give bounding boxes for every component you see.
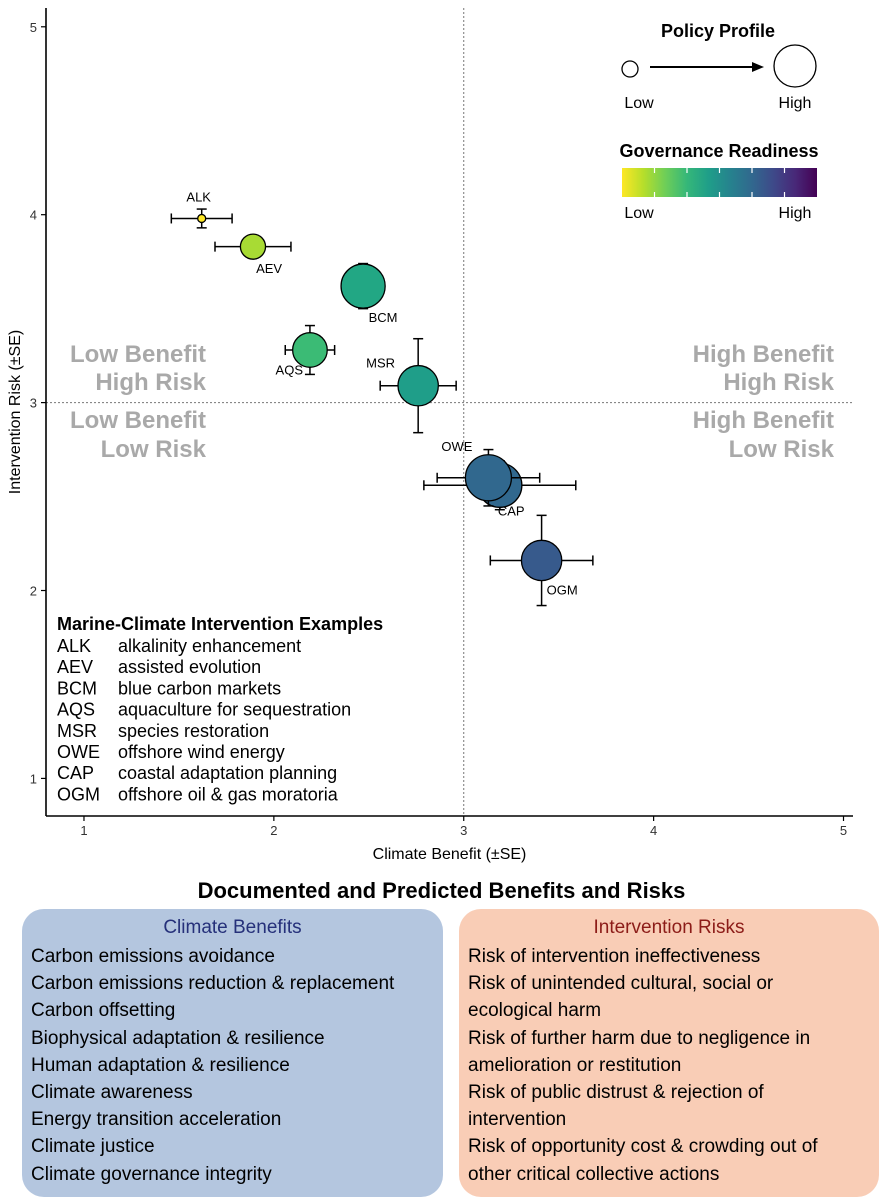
benefit-item: Climate awareness	[31, 1082, 193, 1104]
example-description: species restoration	[118, 721, 269, 741]
example-description: offshore wind energy	[118, 742, 285, 762]
risk-item: Risk of intervention ineffectiveness	[468, 946, 761, 967]
risk-item: intervention	[468, 1109, 567, 1131]
risk-item: Risk of opportunity cost & crowding out …	[468, 1136, 818, 1158]
example-code: AQS	[57, 700, 95, 720]
intervention-risks-panel: Intervention Risks Risk of intervention …	[459, 909, 879, 1197]
color-legend-title: Governance Readiness	[619, 141, 818, 161]
color-legend-low-label: Low	[624, 205, 654, 222]
example-code: AEV	[57, 657, 93, 677]
y-tick-label: 5	[30, 20, 37, 35]
example-code: BCM	[57, 678, 97, 698]
data-point-aqs	[291, 332, 328, 368]
example-description: offshore oil & gas moratoria	[118, 784, 339, 804]
x-tick-label: 3	[460, 823, 467, 838]
data-label-bcm: BCM	[369, 310, 398, 325]
x-tick-label: 5	[840, 823, 847, 838]
examples-title: Marine-Climate Intervention Examples	[57, 614, 383, 634]
risk-item: Risk of unintended cultural, social or	[468, 973, 774, 995]
data-point-aev	[239, 233, 267, 260]
size-legend-title: Policy Profile	[661, 21, 775, 41]
benefit-item: Human adaptation & resilience	[31, 1054, 290, 1076]
data-label-alk: ALK	[186, 189, 211, 204]
benefit-item: Climate governance integrity	[31, 1163, 272, 1185]
benefit-item: Carbon emissions avoidance	[31, 946, 275, 967]
risk-item: Risk of further harm due to negligence i…	[468, 1027, 811, 1049]
climate-benefits-title: Climate Benefits	[163, 917, 302, 938]
benefit-item: Carbon offsetting	[31, 1000, 176, 1022]
benefit-item: Biophysical adaptation & resilience	[31, 1027, 325, 1049]
y-tick-label: 1	[30, 771, 37, 786]
data-label-aev: AEV	[256, 261, 282, 276]
data-label-owe: OWE	[441, 439, 472, 454]
example-description: alkalinity enhancement	[118, 636, 301, 656]
climate-benefits-list: Carbon emissions avoidance Carbon emissio…	[31, 943, 443, 1188]
data-label-msr: MSR	[366, 356, 395, 371]
climate-benefits-panel: Climate Benefits Carbon emissions avoida…	[22, 909, 443, 1197]
size-legend-high-label: High	[779, 95, 812, 112]
quadrant-label-top-left: Low Benefit	[70, 341, 206, 368]
size-legend-arrow-head	[752, 62, 764, 72]
data-label-aqs: AQS	[276, 362, 304, 377]
example-code: OGM	[57, 784, 100, 804]
y-tick-label: 3	[30, 396, 37, 411]
quadrant-label-bottom-right: High Benefit	[693, 407, 834, 434]
y-axis-label: Intervention Risk (±SE)	[7, 330, 24, 494]
y-tick-label: 4	[30, 208, 37, 223]
risk-item: amelioration or restitution	[468, 1054, 682, 1076]
risk-item: other critical collective actions	[468, 1163, 720, 1185]
x-axis-label: Climate Benefit (±SE)	[373, 846, 527, 863]
example-code: MSR	[57, 721, 97, 741]
quadrant-label-bottom-left: Low Benefit	[70, 407, 206, 434]
data-point-ogm	[520, 539, 563, 582]
example-description: assisted evolution	[118, 657, 261, 677]
example-code: OWE	[57, 742, 100, 762]
intervention-risks-list: Risk of intervention ineffectiveness Risk…	[468, 943, 879, 1188]
example-code: ALK	[57, 636, 91, 656]
size-legend-low-label: Low	[624, 95, 654, 112]
data-label-ogm: OGM	[547, 583, 578, 598]
x-tick-label: 2	[270, 823, 277, 838]
example-description: coastal adaptation planning	[118, 763, 337, 783]
color-legend-high-label: High	[779, 205, 812, 222]
data-point-owe	[464, 454, 513, 502]
intervention-risks-title: Intervention Risks	[593, 917, 745, 938]
risk-item: ecological harm	[468, 1000, 602, 1022]
risk-item: Risk of public distrust & rejection of	[468, 1082, 764, 1104]
size-legend-low-circle	[621, 60, 639, 78]
example-description: aquaculture for sequestration	[118, 700, 351, 720]
quadrant-label-top-right: High Benefit	[693, 341, 834, 368]
benefit-item: Energy transition acceleration	[31, 1109, 282, 1131]
data-label-cap: CAP	[498, 503, 525, 518]
x-tick-label: 4	[650, 823, 657, 838]
quadrant-label-top-left: High Risk	[95, 369, 206, 396]
example-description: blue carbon markets	[118, 678, 281, 698]
data-point-bcm	[340, 263, 386, 309]
x-tick-label: 1	[80, 823, 87, 838]
scatter-chart: 1 2 3 4 5 1 2 3 4 5 Climate Benefit (±SE) Intervent…	[7, 8, 853, 863]
example-code: CAP	[57, 763, 94, 783]
y-tick-label: 2	[30, 584, 37, 599]
data-point-msr	[397, 364, 439, 407]
data-point-alk	[197, 213, 207, 224]
section-title: Documented and Predicted Benefits and Ri…	[197, 878, 686, 903]
benefit-item: Climate justice	[31, 1136, 155, 1158]
quadrant-label-bottom-right: Low Risk	[729, 436, 835, 463]
quadrant-label-top-right: High Risk	[723, 369, 834, 396]
benefit-item: Carbon emissions reduction & replacement	[31, 973, 395, 995]
quadrant-label-bottom-left: Low Risk	[101, 436, 207, 463]
size-legend-high-circle	[773, 44, 817, 88]
